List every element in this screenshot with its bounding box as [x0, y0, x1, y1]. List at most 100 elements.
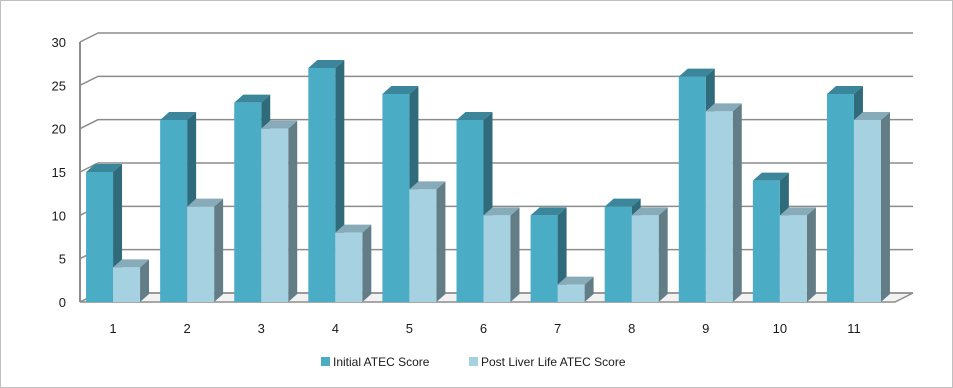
x-tick-label: 3	[258, 321, 265, 336]
bar-top-face	[86, 164, 123, 172]
bar-top-face	[631, 207, 668, 216]
bar-top-face	[187, 198, 224, 207]
bar-side-face	[288, 120, 298, 303]
x-tick-label: 2	[184, 321, 191, 336]
bar-front-face	[530, 215, 558, 302]
bar-front-face	[382, 94, 410, 302]
bar-initial-4	[308, 60, 345, 302]
bar-front-face	[853, 120, 881, 302]
bar-top-face	[752, 172, 789, 181]
bar-front-face	[187, 206, 215, 302]
bar-post-5	[409, 181, 446, 302]
bar-side-face	[436, 181, 446, 302]
bar-top-face	[705, 103, 742, 112]
legend-item-initial: Initial ATEC Score	[321, 355, 430, 369]
bar-initial-7	[530, 207, 567, 302]
bar-front-face	[678, 76, 706, 303]
bar-front-face	[631, 215, 659, 302]
legend: Initial ATEC Score Post Liver Life ATEC S…	[321, 355, 626, 369]
y-tick-label: 5	[59, 252, 66, 267]
bar-front-face	[261, 128, 289, 302]
bar-side-face	[214, 198, 224, 302]
bar-front-face	[826, 94, 854, 302]
legend-swatch	[321, 357, 330, 366]
bar-side-face	[362, 224, 372, 302]
bar-post-1	[113, 259, 150, 302]
bar-top-face	[456, 112, 493, 120]
bar-front-face	[409, 189, 437, 302]
bar-top-face	[113, 259, 150, 268]
bar-post-8	[631, 207, 668, 302]
legend-item-post: Post Liver Life ATEC Score	[469, 355, 626, 369]
bar-top-face	[308, 60, 345, 68]
bar-initial-5	[382, 86, 419, 302]
bar-post-10	[779, 207, 816, 302]
x-tick-label: 5	[406, 321, 413, 336]
bar-top-face	[382, 86, 419, 94]
legend-label: Post Liver Life ATEC Score	[481, 355, 626, 369]
gridline	[79, 32, 913, 43]
bar-front-face	[779, 215, 807, 302]
bar-top-face	[826, 86, 863, 94]
bar-front-face	[160, 120, 188, 302]
bar-front-face	[483, 215, 511, 302]
bar-side-face	[732, 103, 742, 302]
x-tick-label: 6	[480, 321, 487, 336]
x-tick-label: 8	[628, 321, 635, 336]
y-tick-label: 25	[52, 78, 66, 93]
bar-post-7	[557, 276, 594, 302]
bars	[86, 60, 890, 303]
bar-front-face	[456, 120, 484, 302]
x-tick-label: 10	[773, 321, 787, 336]
x-tick-label: 1	[109, 321, 116, 336]
bar-post-2	[187, 198, 224, 302]
bar-front-face	[308, 68, 336, 302]
bar-front-face	[557, 284, 585, 302]
bar-top-face	[409, 181, 446, 190]
y-tick-label: 15	[52, 165, 66, 180]
legend-label: Initial ATEC Score	[333, 355, 430, 369]
y-axis-tick-labels: 0 5 10 15 20 25 30	[52, 35, 66, 310]
y-tick-label: 20	[52, 122, 66, 137]
bar-post-9	[705, 103, 742, 302]
bar-top-face	[604, 198, 641, 207]
bar-front-face	[752, 180, 780, 302]
x-tick-label: 11	[847, 321, 861, 336]
bar-front-face	[604, 206, 632, 302]
gridline	[79, 162, 913, 173]
bar-top-face	[853, 112, 890, 120]
bar-post-11	[853, 112, 890, 302]
bar-front-face	[234, 102, 262, 303]
x-tick-label: 4	[332, 321, 339, 336]
bar-side-face	[557, 207, 567, 302]
x-axis-tick-labels: 1 2 3 4 5 6 7 8 9 10 11	[109, 321, 860, 336]
bar-front-face	[86, 172, 114, 302]
bar-post-4	[335, 224, 372, 302]
bar-top-face	[160, 112, 197, 120]
bar-top-face	[335, 224, 372, 233]
bar-front-face	[335, 232, 363, 302]
bar-post-6	[483, 207, 520, 302]
bar-side-face	[806, 207, 816, 302]
x-tick-label: 7	[554, 321, 561, 336]
bar-top-face	[483, 207, 520, 216]
y-tick-label: 0	[59, 295, 66, 310]
bar-top-face	[557, 276, 594, 285]
bar-side-face	[880, 112, 890, 302]
bar-top-face	[678, 68, 715, 77]
y-tick-label: 30	[52, 35, 66, 50]
bar-side-face	[584, 276, 594, 302]
y-tick-label: 10	[52, 208, 66, 223]
legend-swatch	[469, 357, 478, 366]
bar-side-face	[658, 207, 668, 302]
bar-top-face	[261, 120, 298, 129]
bar-top-face	[530, 207, 567, 216]
bar-front-face	[705, 111, 733, 302]
gridline	[79, 118, 913, 130]
bar-side-face	[140, 259, 150, 302]
bar-side-face	[510, 207, 520, 302]
bar-top-face	[234, 94, 271, 103]
bar-top-face	[779, 207, 816, 216]
x-tick-label: 9	[702, 321, 709, 336]
